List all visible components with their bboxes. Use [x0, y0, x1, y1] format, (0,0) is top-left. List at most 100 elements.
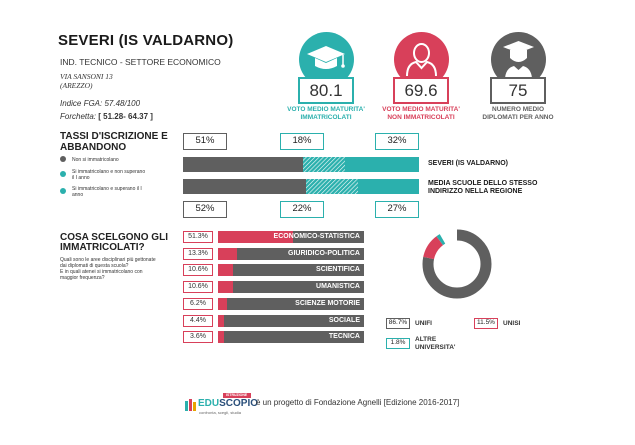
subject-bar-fill	[218, 315, 225, 327]
region-bar-non-superano	[306, 179, 358, 194]
subject-bar: TECNICA	[218, 331, 364, 343]
address-city: (AREZZO)	[60, 81, 93, 90]
kpi-immatricolati-caption-line1: VOTO MEDIO MATURITA'	[287, 106, 365, 113]
tassi-title-line1: TASSI D'ISCRIZIONE E	[60, 131, 168, 142]
subject-pct-label: 51.3%	[183, 231, 213, 243]
subject-bar: ECONOMICO-STATISTICA	[218, 231, 364, 243]
school-bar-non-immatricolano	[183, 157, 303, 172]
cosa-subtitle-line: dai diplomati di questa scuola?	[60, 263, 129, 269]
subject-label: SCIENTIFICA	[316, 266, 360, 273]
school-stacked-bar	[183, 157, 419, 172]
cosa-subtitle: Quali sono le aree disciplinari più gett…	[60, 257, 180, 281]
subject-bar-fill	[218, 281, 234, 293]
legend-dot-non-superano	[60, 171, 66, 177]
subject-pct-label: 4.4%	[183, 315, 213, 327]
region-bar-label: MEDIA SCUOLE DELLO STESSO INDIRIZZO NELLA…	[428, 180, 537, 196]
cosa-title-line2: IMMATRICOLATI?	[60, 242, 145, 253]
kpi-immatricolati-caption-line2: IMMATRICOLATI	[300, 114, 352, 121]
kpi-diplomati-caption-line1: NUMERO MEDIO	[492, 106, 544, 113]
school-bar-label: SEVERI (IS VALDARNO)	[428, 160, 508, 167]
cosa-title-line1: COSA SCELGONO GLI	[60, 232, 168, 243]
subject-pct-label: 10.6%	[183, 264, 213, 276]
region-pct-non-immatricolano: 52%	[183, 201, 227, 218]
logo-edu: EDU	[198, 398, 220, 409]
region-pct-superano: 27%	[375, 201, 419, 218]
legend-unifi-pct: 86.7%	[386, 318, 410, 329]
kpi-non-immatricolati-caption: VOTO MEDIO MATURITA' NON IMMATRICOLATI	[375, 106, 467, 122]
region-bar-non-immatricolano	[183, 179, 306, 194]
legend-dot-non-immatricolano	[60, 156, 66, 162]
kpi-diplomati-value: 75	[490, 77, 546, 104]
logo-wordmark: EDUSCOPIO	[198, 398, 258, 410]
legend-unifi-label: UNIFI	[415, 320, 432, 327]
forchetta: Forchetta: [ 51.28- 64.37 ]	[60, 112, 153, 121]
region-bar-label-line2: INDIRIZZO NELLA REGIONE	[428, 188, 523, 195]
legend-altre-pct: 1.8%	[386, 338, 410, 349]
subject-bar-fill	[218, 298, 228, 310]
school-pct-non-superano: 18%	[280, 133, 324, 150]
legend-non-immatricolano: Non si immatricolano	[72, 157, 119, 163]
region-bar-label-line1: MEDIA SCUOLE DELLO STESSO	[428, 180, 538, 187]
subject-bar-fill	[218, 231, 293, 243]
cosa-subtitle-line: maggior frequenza?	[60, 275, 105, 281]
subject-bar: SCIENTIFICA	[218, 264, 364, 276]
subject-label: TECNICA	[328, 333, 360, 340]
legend-unisi-pct: 11.5%	[474, 318, 498, 329]
school-name: SEVERI (IS VALDARNO)	[58, 32, 234, 49]
legend-non-superano-line1: Si immatricolano e non superano	[72, 169, 146, 175]
kpi-diplomati-caption-line2: DIPLOMATI PER ANNO	[482, 114, 554, 121]
subject-label: GIURIDICO-POLITICA	[288, 250, 360, 257]
subject-label: SCIENZE MOTORIE	[295, 300, 360, 307]
forchetta-label: Forchetta:	[60, 112, 99, 121]
subject-pct-label: 6.2%	[183, 298, 213, 310]
cosa-subtitle-line: Quali sono le aree disciplinari più gett…	[60, 257, 156, 263]
forchetta-value: [ 51.28- 64.37 ]	[98, 112, 153, 121]
legend-superano-line1: Si immatricolano e superano il I	[72, 186, 142, 192]
subject-label: SOCIALE	[328, 317, 360, 324]
kpi-non-immatricolati-caption-line2: NON IMMATRICOLATI	[387, 114, 455, 121]
subject-bar: GIURIDICO-POLITICA	[218, 248, 364, 260]
school-type: IND. TECNICO - SETTORE ECONOMICO	[60, 57, 221, 67]
tassi-title-line2: ABBANDONO	[60, 142, 127, 153]
cosa-title: COSA SCELGONO GLI IMMATRICOLATI?	[60, 233, 168, 253]
legend-superano-line2: anno	[72, 192, 84, 198]
subject-bar-fill	[218, 264, 234, 276]
region-pct-non-superano: 22%	[280, 201, 324, 218]
subject-label: UMANISTICA	[316, 283, 360, 290]
school-pct-non-immatricolano: 51%	[183, 133, 227, 150]
eduscopio-logo-icon	[185, 393, 251, 411]
fga-label: Indice FGA:	[60, 99, 105, 108]
region-bar-superano	[358, 179, 419, 194]
footer-text: è un progetto di Fondazione Agnelli [Edi…	[256, 398, 460, 407]
legend-altre-label: ALTRE UNIVERSITA'	[415, 336, 456, 351]
subject-bar: SOCIALE	[218, 315, 364, 327]
fga-value: 57.48/100	[104, 99, 141, 108]
subject-label: ECONOMICO-STATISTICA	[273, 233, 360, 240]
subject-bar-fill	[218, 331, 224, 343]
subject-pct-label: 3.6%	[183, 331, 213, 343]
logo-scopio: SCOPIO	[219, 398, 259, 409]
subject-bar-fill	[218, 248, 238, 260]
cosa-subtitle-line: E in quali atenei si immatricolano con	[60, 269, 143, 275]
subject-pct-label: 13.3%	[183, 248, 213, 260]
eduscopio-logo: ISTRUZIONE EDUSCOPIO confronta, scegli, …	[185, 393, 258, 422]
school-pct-superano: 32%	[375, 133, 419, 150]
subject-bar: UMANISTICA	[218, 281, 364, 293]
fga-index: Indice FGA: 57.48/100	[60, 99, 140, 108]
school-bar-superano	[345, 157, 419, 172]
tassi-title: TASSI D'ISCRIZIONE E ABBANDONO	[60, 131, 168, 153]
subject-bar: SCIENZE MOTORIE	[218, 298, 364, 310]
kpi-diplomati-caption: NUMERO MEDIO DIPLOMATI PER ANNO	[472, 106, 564, 122]
universities-donut-chart	[422, 229, 492, 299]
kpi-non-immatricolati-caption-line1: VOTO MEDIO MATURITA'	[382, 106, 460, 113]
kpi-immatricolati-caption: VOTO MEDIO MATURITA' IMMATRICOLATI	[280, 106, 372, 122]
legend-non-superano: Si immatricolano e non superano il I anno	[72, 169, 145, 181]
legend-unisi-label: UNISI	[503, 320, 521, 327]
legend-non-superano-line2: il I anno	[72, 175, 90, 181]
region-stacked-bar	[183, 179, 419, 194]
kpi-immatricolati-value: 80.1	[298, 77, 354, 104]
school-bar-non-superano	[303, 157, 345, 172]
address-street: VIA SANSONI 13	[60, 72, 113, 81]
legend-dot-superano	[60, 188, 66, 194]
